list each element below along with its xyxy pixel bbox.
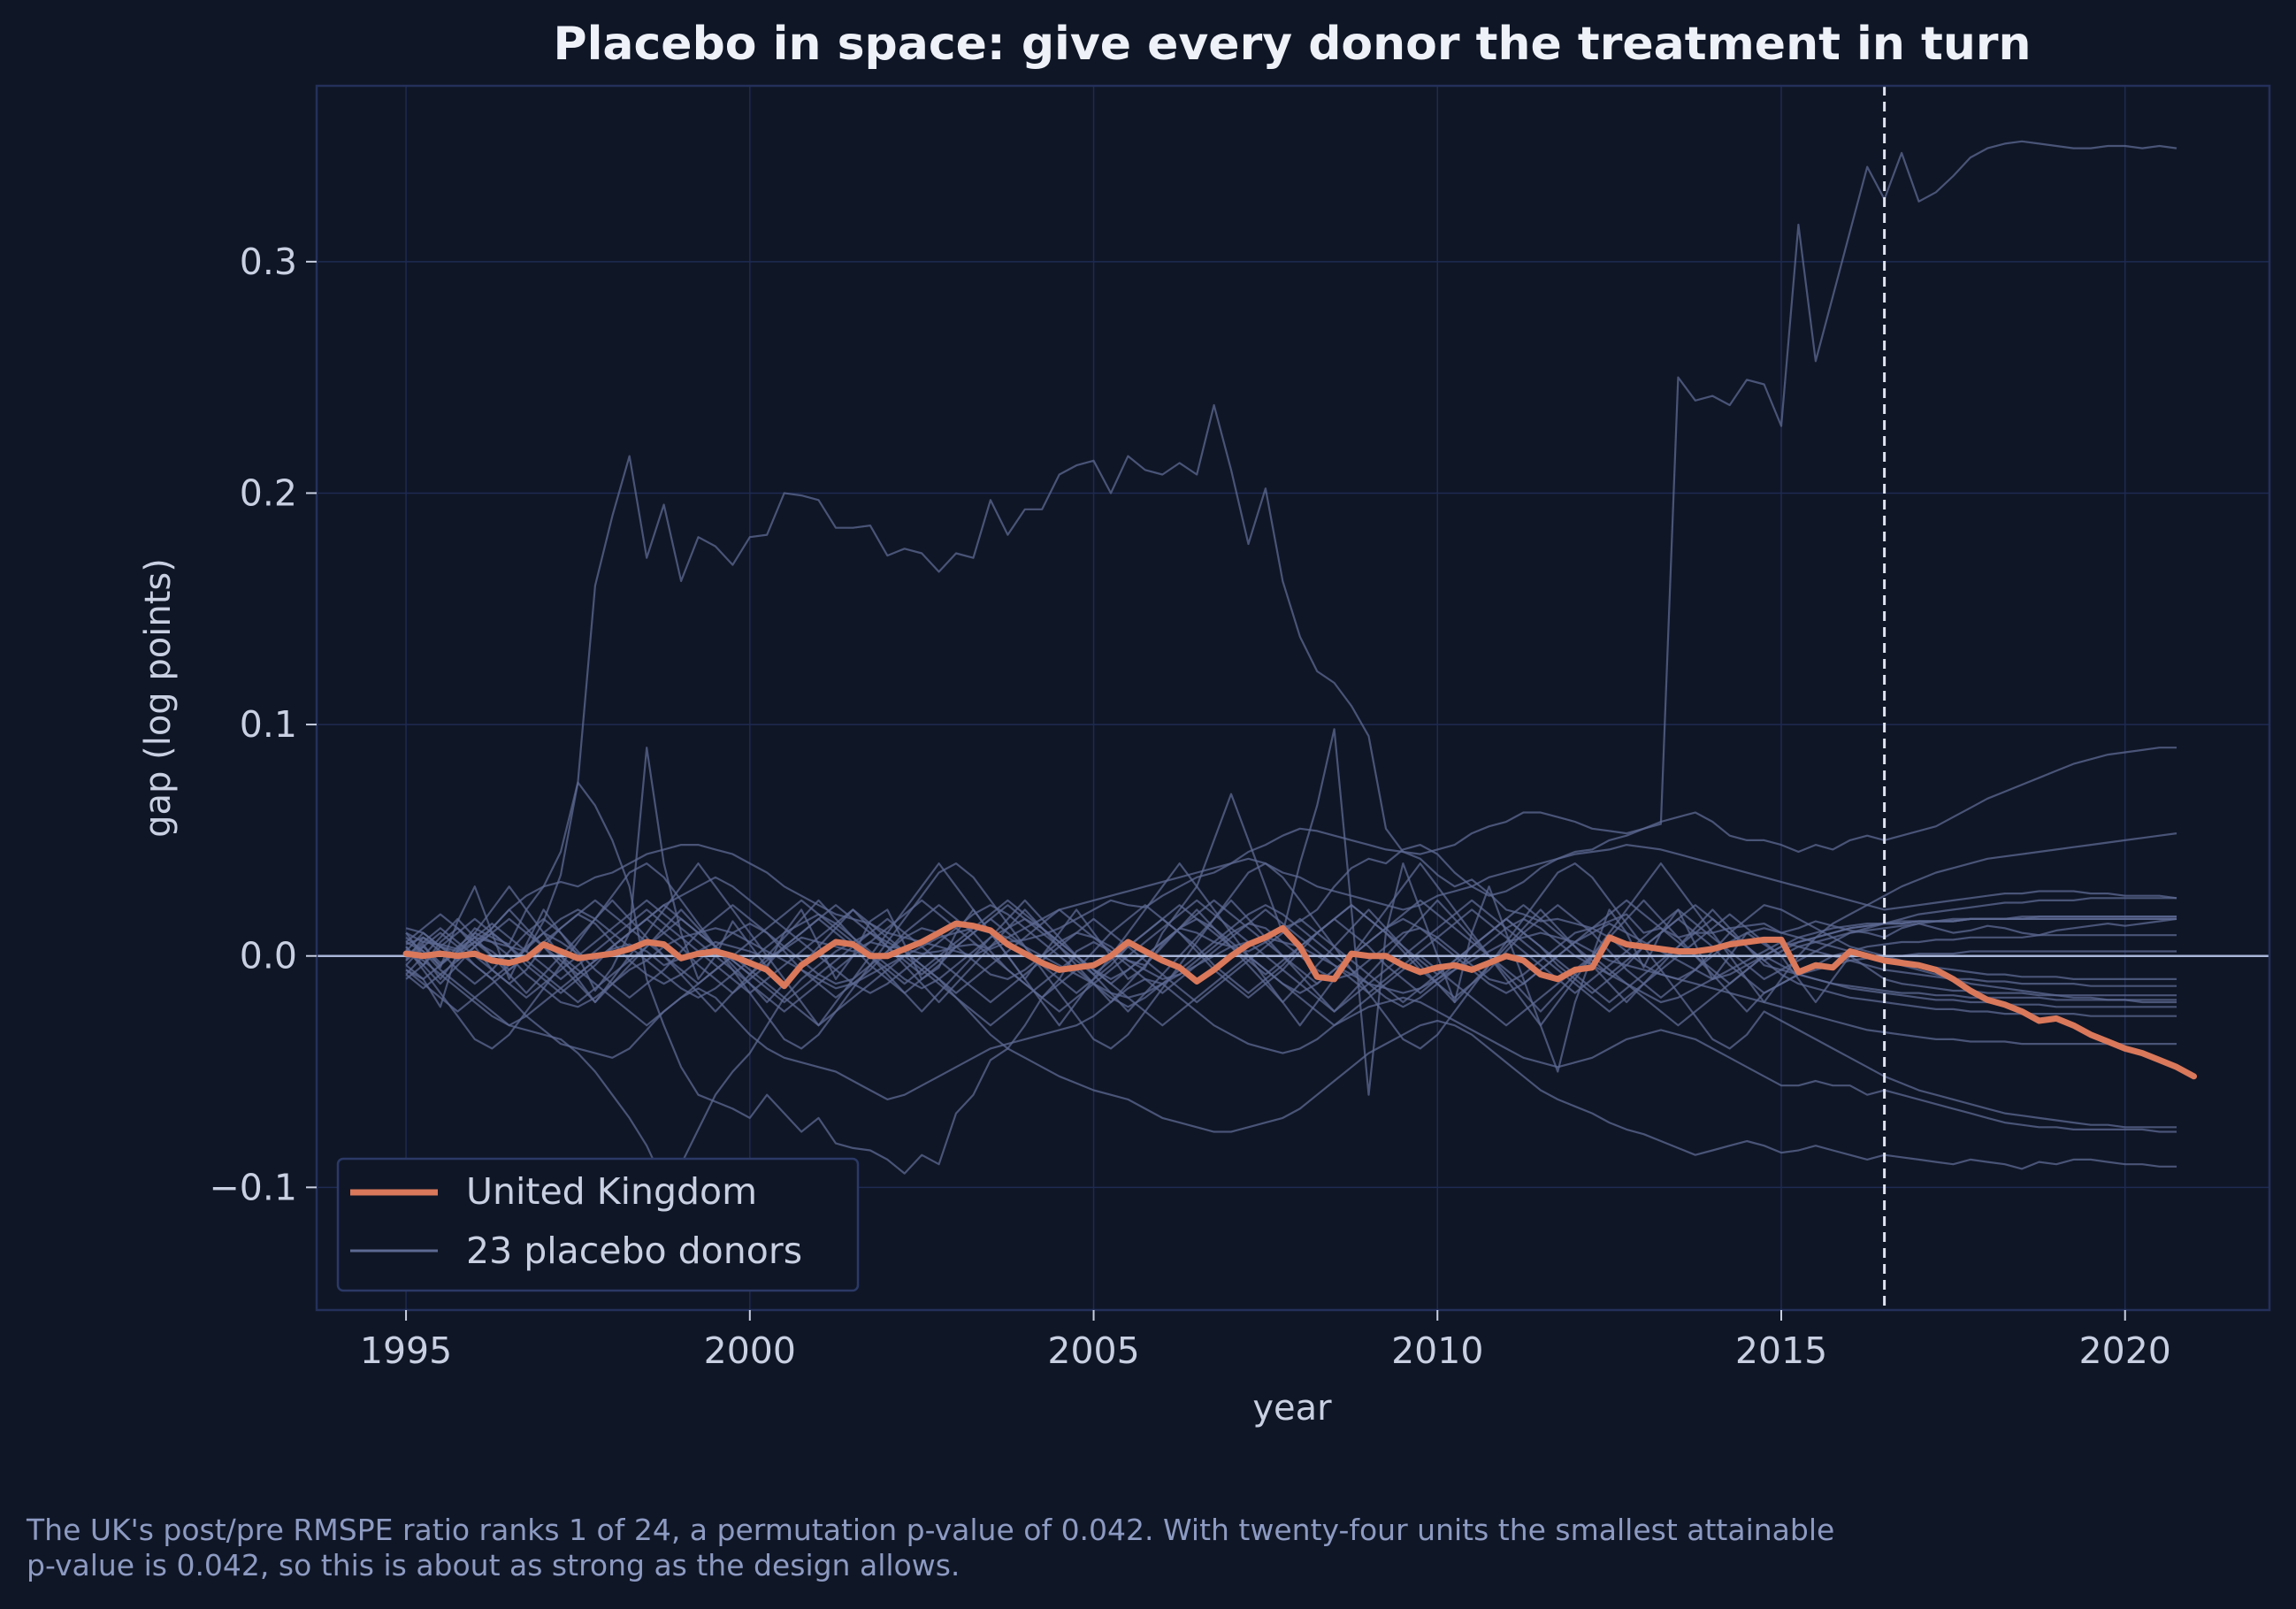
- y-tick-label: 0.3: [240, 241, 297, 283]
- x-tick-label: 2020: [2079, 1329, 2171, 1372]
- placebo-line: [405, 931, 2177, 1184]
- chart-title: Placebo in space: give every donor the t…: [553, 18, 2031, 71]
- x-tick-label: 1995: [360, 1329, 452, 1372]
- y-axis-label: gap (log points): [138, 558, 179, 838]
- x-axis-ticks: 1995 2000 2005 2010 2015 2020: [360, 1310, 2171, 1372]
- x-tick-label: 2000: [704, 1329, 796, 1372]
- y-tick-label: −0.1: [209, 1166, 297, 1208]
- y-axis-ticks: −0.1 0.0 0.1 0.2 0.3: [209, 241, 317, 1208]
- y-tick-label: 0.0: [240, 935, 297, 977]
- placebo-line: [405, 908, 2177, 1004]
- placebo-line: [405, 936, 2177, 1133]
- caption-line-2: p-value is 0.042, so this is about as st…: [27, 1548, 960, 1582]
- legend: United Kingdom 23 placebo donors: [336, 1157, 860, 1292]
- placebo-line: [405, 832, 2177, 1027]
- legend-uk-label: United Kingdom: [466, 1170, 757, 1213]
- y-tick-label: 0.1: [240, 703, 297, 746]
- x-tick-label: 2015: [1735, 1329, 1827, 1372]
- placebo-line: [405, 844, 2177, 957]
- placebo-line: [405, 728, 2177, 1096]
- x-tick-label: 2005: [1047, 1329, 1139, 1372]
- plot-frame: [315, 84, 2271, 1312]
- plot-area: [317, 86, 2269, 1310]
- placebo-line: [405, 403, 2177, 953]
- placebo-lines: [405, 140, 2177, 1184]
- placebo-line: [405, 940, 2177, 1027]
- placebo-line: [405, 904, 2177, 976]
- y-tick-label: 0.2: [240, 471, 297, 514]
- legend-placebo-label: 23 placebo donors: [466, 1230, 802, 1272]
- x-tick-label: 2010: [1391, 1329, 1483, 1372]
- legend-box: [336, 1157, 860, 1292]
- placebo-line: [405, 140, 2177, 967]
- placebo-line: [405, 876, 2177, 1027]
- x-axis-label: year: [1252, 1388, 1332, 1429]
- placebo-line: [405, 899, 2177, 1013]
- placebo-line: [405, 862, 2177, 1129]
- caption-line-1: The UK's post/pre RMSPE ratio ranks 1 of…: [27, 1513, 1835, 1547]
- caption: The UK's post/pre RMSPE ratio ranks 1 of…: [27, 1513, 2061, 1583]
- uk-series-line: [402, 920, 2197, 1080]
